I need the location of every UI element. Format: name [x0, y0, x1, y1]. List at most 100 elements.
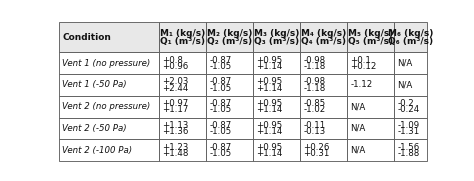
Text: -0.13: -0.13: [303, 127, 326, 136]
Text: -1.18: -1.18: [303, 84, 326, 92]
Text: Q₃ (m³/s): Q₃ (m³/s): [254, 37, 299, 46]
Text: +0.31: +0.31: [303, 149, 329, 158]
Text: N/A: N/A: [397, 81, 412, 89]
Bar: [253, 74, 300, 96]
Text: +1.17: +1.17: [162, 105, 189, 114]
Bar: [159, 139, 206, 161]
Text: N/A: N/A: [350, 124, 365, 133]
Text: -0.87: -0.87: [209, 143, 231, 152]
Bar: [394, 74, 427, 96]
Text: Vent 2 (no pressure): Vent 2 (no pressure): [62, 102, 150, 111]
Text: +0.95: +0.95: [256, 56, 283, 65]
Bar: [300, 96, 347, 118]
Text: N/A: N/A: [350, 102, 365, 111]
Bar: [253, 52, 300, 74]
Text: +1.14: +1.14: [256, 127, 283, 136]
Bar: [59, 118, 159, 139]
Text: -0.11: -0.11: [303, 121, 326, 130]
Text: Vent 2 (-50 Pa): Vent 2 (-50 Pa): [62, 124, 127, 133]
Text: +1.14: +1.14: [256, 149, 283, 158]
Text: M₃ (kg/s): M₃ (kg/s): [254, 29, 300, 38]
Text: -1.88: -1.88: [397, 149, 419, 158]
Bar: [159, 52, 206, 74]
Text: N/A: N/A: [350, 146, 365, 155]
Bar: [347, 52, 394, 74]
Bar: [206, 52, 253, 74]
Text: -0.24: -0.24: [397, 105, 419, 114]
Text: +0.26: +0.26: [303, 143, 329, 152]
Text: Condition: Condition: [62, 33, 111, 42]
Text: +0.12: +0.12: [350, 62, 376, 71]
Text: M₁ (kg/s): M₁ (kg/s): [160, 29, 205, 38]
Bar: [394, 52, 427, 74]
Text: -0.87: -0.87: [209, 121, 231, 130]
Text: +0.95: +0.95: [256, 121, 283, 130]
Bar: [300, 139, 347, 161]
Bar: [300, 52, 347, 74]
Bar: [253, 96, 300, 118]
Bar: [394, 22, 427, 52]
Bar: [59, 139, 159, 161]
Text: +0.97: +0.97: [162, 99, 188, 108]
Text: Vent 1 (-50 Pa): Vent 1 (-50 Pa): [62, 81, 127, 89]
Bar: [159, 74, 206, 96]
Text: -1.05: -1.05: [209, 127, 231, 136]
Bar: [206, 118, 253, 139]
Text: M₆ (kg/s): M₆ (kg/s): [388, 29, 433, 38]
Text: Q₂ (m³/s): Q₂ (m³/s): [207, 37, 252, 46]
Bar: [394, 96, 427, 118]
Bar: [206, 96, 253, 118]
Bar: [59, 74, 159, 96]
Text: +1.14: +1.14: [256, 84, 283, 92]
Bar: [347, 118, 394, 139]
Bar: [347, 74, 394, 96]
Bar: [206, 139, 253, 161]
Text: Q₁ (m³/s): Q₁ (m³/s): [160, 37, 205, 46]
Text: -1.05: -1.05: [209, 105, 231, 114]
Text: +0.96: +0.96: [162, 62, 188, 71]
Text: -1.02: -1.02: [303, 105, 326, 114]
Text: +0.95: +0.95: [256, 99, 283, 108]
Text: -0.85: -0.85: [303, 99, 326, 108]
Text: -1.31: -1.31: [397, 127, 419, 136]
Bar: [59, 96, 159, 118]
Text: Q₆ (m³/s): Q₆ (m³/s): [388, 37, 433, 46]
Text: -0.2: -0.2: [397, 99, 414, 108]
Bar: [59, 22, 159, 52]
Text: +1.14: +1.14: [256, 62, 283, 71]
Text: Vent 1 (no pressure): Vent 1 (no pressure): [62, 59, 150, 68]
Text: +1.13: +1.13: [162, 121, 189, 130]
Text: +1.36: +1.36: [162, 127, 189, 136]
Text: +0.95: +0.95: [256, 143, 283, 152]
Text: -1.56: -1.56: [397, 143, 419, 152]
Text: -0.98: -0.98: [303, 77, 325, 87]
Text: -0.87: -0.87: [209, 99, 231, 108]
Bar: [159, 22, 206, 52]
Bar: [59, 52, 159, 74]
Text: -0.87: -0.87: [209, 56, 231, 65]
Text: -0.98: -0.98: [303, 56, 325, 65]
Bar: [300, 74, 347, 96]
Text: M₄ (kg/s): M₄ (kg/s): [301, 29, 346, 38]
Text: +1.14: +1.14: [256, 105, 283, 114]
Text: -1.05: -1.05: [209, 149, 231, 158]
Text: -1.18: -1.18: [303, 62, 326, 71]
Text: +0.8: +0.8: [162, 56, 183, 65]
Text: -0.87: -0.87: [209, 77, 231, 87]
Bar: [253, 139, 300, 161]
Bar: [206, 22, 253, 52]
Text: +1.48: +1.48: [162, 149, 189, 158]
Text: -1.09: -1.09: [397, 121, 419, 130]
Text: +2.03: +2.03: [162, 77, 189, 87]
Bar: [159, 118, 206, 139]
Text: +0.95: +0.95: [256, 77, 283, 87]
Text: +1.23: +1.23: [162, 143, 189, 152]
Text: Q₄ (m³/s): Q₄ (m³/s): [301, 37, 346, 46]
Bar: [300, 22, 347, 52]
Text: N/A: N/A: [397, 59, 412, 68]
Text: -1.05: -1.05: [209, 84, 231, 92]
Bar: [394, 118, 427, 139]
Bar: [347, 22, 394, 52]
Bar: [253, 118, 300, 139]
Bar: [300, 118, 347, 139]
